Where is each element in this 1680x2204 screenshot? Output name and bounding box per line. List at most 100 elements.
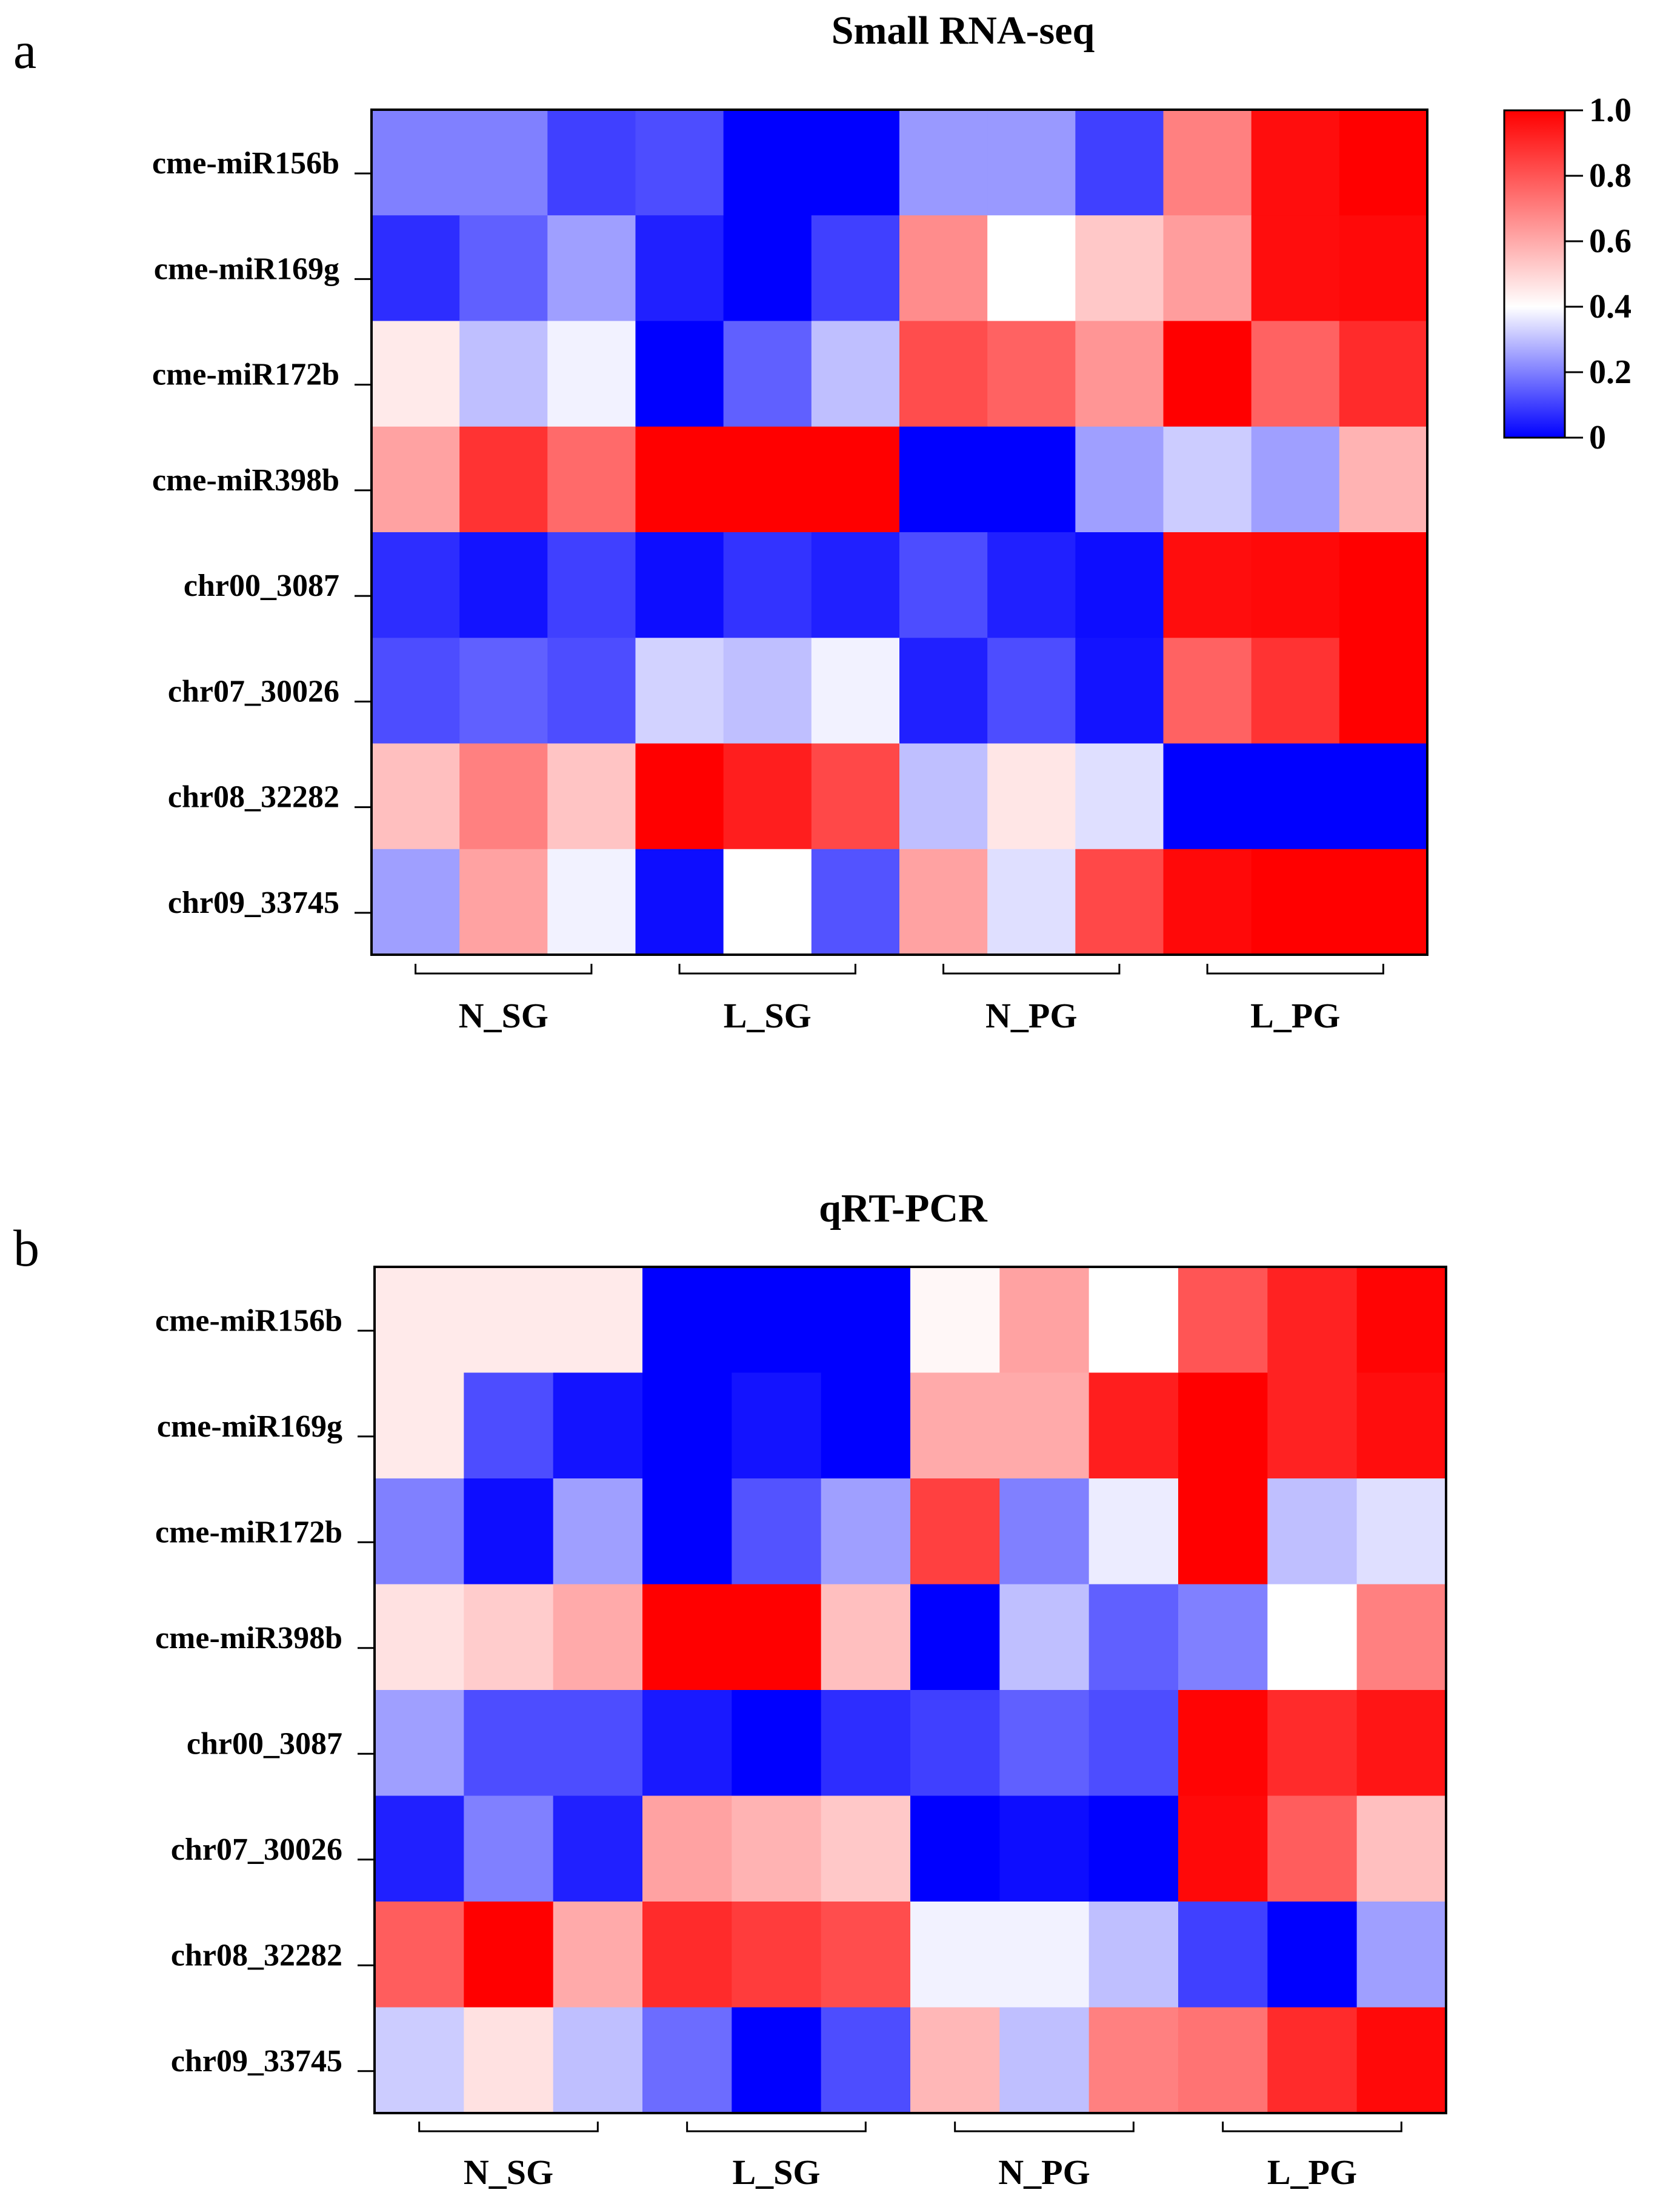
heatmap-title-b: qRT-PCR (819, 1186, 988, 1231)
group-label-N_PG: N_PG (985, 996, 1077, 1035)
heatmap-cell-a-r7-c4 (723, 849, 812, 955)
heatmap-cell-b-r3-c7 (999, 1584, 1090, 1691)
panel-letter-b: b (13, 1219, 39, 1277)
heatmap-cell-a-r5-c3 (635, 638, 724, 744)
heatmap-cell-b-r2-c4 (732, 1478, 822, 1585)
heatmap-cell-a-r1-c0 (372, 215, 460, 322)
heatmap-cell-a-r6-c5 (811, 743, 900, 850)
heatmap-cell-a-r6-c7 (987, 743, 1076, 850)
heatmap-cell-a-r3-c11 (1339, 426, 1428, 533)
heatmap-cell-b-r1-c6 (910, 1372, 1000, 1479)
colorbar-tick-label: 0.4 (1589, 288, 1632, 326)
heatmap-cell-b-r1-c1 (464, 1372, 554, 1479)
group-label-L_PG: L_PG (1267, 2152, 1357, 2192)
heatmap-cell-a-r2-c10 (1251, 321, 1340, 427)
heatmap-cell-a-r3-c4 (723, 426, 812, 533)
heatmap-cell-b-r5-c5 (821, 1795, 911, 1902)
heatmap-cell-a-r1-c4 (723, 215, 812, 322)
colorbar-gradient (1503, 109, 1566, 439)
row-label-chr09_33745: chr09_33745 (168, 886, 339, 920)
heatmap-cell-b-r2-c0 (375, 1478, 464, 1585)
heatmap-cell-b-r2-c6 (910, 1478, 1000, 1585)
heatmap-cell-b-r5-c2 (553, 1795, 643, 1902)
row-label-chr00_3087: chr00_3087 (184, 569, 339, 603)
heatmap-cell-a-r0-c8 (1075, 110, 1164, 216)
heatmap-cell-a-r4-c10 (1251, 532, 1340, 638)
heatmap-cell-a-r0-c2 (547, 110, 636, 216)
heatmap-cell-b-r3-c5 (821, 1584, 911, 1691)
row-label-cme-miR172b: cme-miR172b (155, 1515, 342, 1549)
group-bracket-N_SG (418, 2122, 599, 2132)
heatmap-cell-b-r1-c3 (642, 1372, 732, 1479)
heatmap-cell-a-r4-c2 (547, 532, 636, 638)
heatmap-cell-b-r4-c8 (1088, 1690, 1179, 1797)
heatmap-cell-a-r2-c1 (459, 321, 548, 427)
heatmap-cell-a-r5-c1 (459, 638, 548, 744)
heatmap-cell-a-r0-c0 (372, 110, 460, 216)
heatmap-cell-a-r0-c4 (723, 110, 812, 216)
row-label-cme-miR169g: cme-miR169g (157, 1409, 342, 1444)
heatmap-cell-a-r7-c3 (635, 849, 724, 955)
colorbar-tick-label: 0 (1589, 419, 1606, 456)
heatmap-cell-b-r5-c1 (464, 1795, 554, 1902)
heatmap-cell-b-r7-c4 (732, 2007, 822, 2114)
heatmap-cell-a-r3-c9 (1163, 426, 1252, 533)
heatmap-cell-a-r2-c6 (899, 321, 988, 427)
heatmap-cell-a-r5-c0 (372, 638, 460, 744)
heatmap-cell-b-r5-c11 (1356, 1795, 1447, 1902)
heatmap-cell-a-r4-c0 (372, 532, 460, 638)
heatmap-cell-b-r4-c11 (1356, 1690, 1447, 1797)
heatmap-cell-b-r0-c4 (732, 1267, 822, 1374)
heatmap-cell-a-r3-c2 (547, 426, 636, 533)
heatmap-cell-a-r5-c2 (547, 638, 636, 744)
heatmap-cell-b-r7-c6 (910, 2007, 1000, 2114)
heatmap-cell-b-r4-c10 (1267, 1690, 1358, 1797)
heatmap-cell-b-r7-c2 (553, 2007, 643, 2114)
row-label-cme-miR398b: cme-miR398b (155, 1621, 342, 1655)
heatmap-cell-a-r1-c11 (1339, 215, 1428, 322)
heatmap-cell-a-r7-c7 (987, 849, 1076, 955)
heatmap-cell-b-r2-c2 (553, 1478, 643, 1585)
row-label-cme-miR156b: cme-miR156b (152, 146, 339, 181)
heatmap-cell-b-r7-c3 (642, 2007, 732, 2114)
heatmap-cell-a-r6-c0 (372, 743, 460, 850)
heatmap-cell-a-r4-c8 (1075, 532, 1164, 638)
heatmap-cell-b-r1-c0 (375, 1372, 464, 1479)
heatmap-cell-b-r6-c9 (1178, 1902, 1268, 2008)
heatmap-cell-b-r0-c1 (464, 1267, 554, 1374)
heatmap-cell-b-r3-c4 (732, 1584, 822, 1691)
group-bracket-N_PG (942, 964, 1121, 975)
heatmap-border-a (370, 109, 1428, 956)
heatmap-cell-b-r0-c2 (553, 1267, 643, 1374)
heatmap-cell-b-r3-c11 (1356, 1584, 1447, 1691)
heatmap-cell-b-r6-c6 (910, 1902, 1000, 2008)
heatmap-cell-b-r6-c4 (732, 1902, 822, 2008)
heatmap-cell-a-r2-c3 (635, 321, 724, 427)
heatmap-cell-a-r5-c6 (899, 638, 988, 744)
heatmap-cell-b-r7-c10 (1267, 2007, 1358, 2114)
heatmap-cell-b-r3-c1 (464, 1584, 554, 1691)
heatmap-cell-a-r3-c0 (372, 426, 460, 533)
heatmap-cell-a-r1-c6 (899, 215, 988, 322)
heatmap-cell-b-r1-c2 (553, 1372, 643, 1479)
heatmap-cell-b-r2-c1 (464, 1478, 554, 1585)
heatmap-cell-b-r6-c11 (1356, 1902, 1447, 2008)
heatmap-cell-a-r6-c4 (723, 743, 812, 850)
heatmap-cell-a-r1-c10 (1251, 215, 1340, 322)
heatmap-cell-a-r1-c3 (635, 215, 724, 322)
heatmap-cell-b-r1-c11 (1356, 1372, 1447, 1479)
heatmap-cell-b-r5-c4 (732, 1795, 822, 1902)
heatmap-cell-a-r1-c8 (1075, 215, 1164, 322)
heatmap-cell-a-r7-c1 (459, 849, 548, 955)
group-label-L_SG: L_SG (732, 2152, 820, 2192)
heatmap-cell-a-r2-c4 (723, 321, 812, 427)
heatmap-cell-b-r0-c6 (910, 1267, 1000, 1374)
heatmap-cell-b-r6-c8 (1088, 1902, 1179, 2008)
colorbar-tick-label: 0.8 (1589, 157, 1632, 195)
heatmap-cell-b-r0-c3 (642, 1267, 732, 1374)
row-label-cme-miR172b: cme-miR172b (152, 358, 339, 392)
heatmap-cell-a-r1-c1 (459, 215, 548, 322)
heatmap-title-a: Small RNA-seq (832, 8, 1095, 53)
heatmap-b: cme-miR156b cme-miR169g cme-miR172b cme-miR… (155, 1266, 1447, 2192)
